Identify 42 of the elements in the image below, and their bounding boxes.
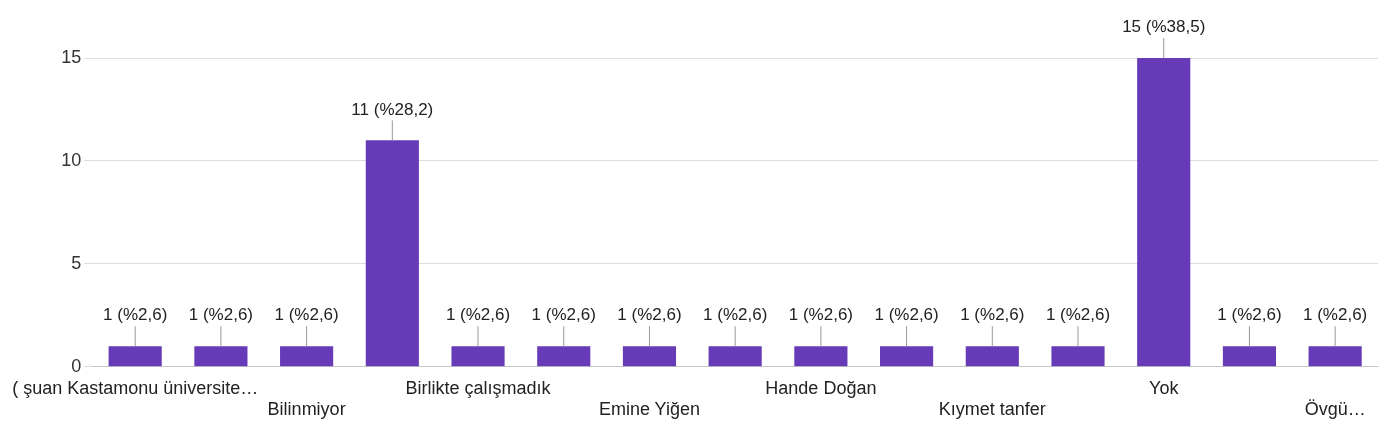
y-tick-label: 5	[71, 252, 82, 273]
bar	[965, 346, 1019, 367]
x-tick-label: Birlikte çalışmadık	[405, 377, 552, 398]
bar	[1308, 346, 1362, 367]
x-tick-label: Yok	[1149, 377, 1180, 398]
data-label: 11 (%28,2)	[351, 99, 434, 119]
data-label: 1 (%2,6)	[788, 305, 854, 325]
x-tick-label: Kıymet tanfer	[938, 399, 1046, 420]
data-label: 1 (%2,6)	[531, 305, 596, 325]
data-label: 15 (%38,5)	[1122, 17, 1206, 37]
data-label: 1 (%2,6)	[1045, 305, 1111, 325]
y-tick-label: 15	[61, 46, 82, 67]
y-tick-label: 10	[61, 149, 82, 170]
data-label: 1 (%2,6)	[188, 305, 254, 325]
bar	[537, 346, 591, 367]
bar	[794, 346, 848, 367]
data-label: 1 (%2,6)	[960, 305, 1025, 325]
x-tick-label: Emine Yiğen	[598, 399, 700, 420]
bar	[622, 346, 677, 367]
data-label: 1 (%2,6)	[445, 305, 511, 325]
bar	[280, 346, 334, 367]
bar	[880, 346, 934, 367]
bar	[708, 346, 762, 367]
x-tick-label: Hande Doğan	[765, 377, 877, 398]
bar	[194, 346, 248, 367]
bar	[108, 346, 162, 367]
data-label: 1 (%2,6)	[617, 305, 682, 325]
bar	[365, 140, 419, 367]
bar	[1051, 346, 1105, 367]
data-label: 1 (%2,6)	[274, 305, 339, 325]
data-label: 1 (%2,6)	[103, 305, 168, 325]
bar	[451, 346, 505, 367]
data-label: 1 (%2,6)	[874, 305, 939, 325]
data-label: 1 (%2,6)	[1303, 305, 1368, 325]
data-label: 1 (%2,6)	[1217, 305, 1282, 325]
y-tick-label: 0	[71, 355, 82, 376]
x-tick-label: ( şuan Kastamonu üniversite…	[12, 377, 259, 398]
data-label: 1 (%2,6)	[703, 305, 768, 325]
x-tick-label: Bilinmiyor	[267, 399, 346, 420]
x-tick-label: Övgü…	[1304, 399, 1366, 420]
bar	[1222, 346, 1276, 367]
bar	[1137, 58, 1191, 367]
